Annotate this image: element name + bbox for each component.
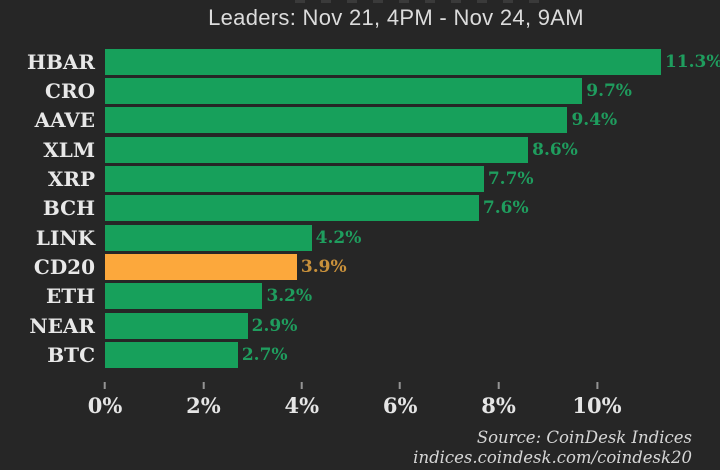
- bar: [105, 136, 529, 163]
- bar: [105, 283, 263, 310]
- bar: [105, 342, 238, 369]
- category-label: CRO: [45, 79, 95, 104]
- tick-mark: [300, 382, 303, 389]
- source-line: Source: CoinDesk Indices: [476, 428, 692, 447]
- tick-mark: [103, 382, 106, 389]
- bar-row: HBAR 11.3%: [0, 47, 720, 76]
- bar-track: 7.7%: [105, 166, 720, 193]
- value-label: 4.2%: [315, 227, 362, 248]
- clipped-text-remnant: [295, 0, 543, 3]
- bar-track: 8.6%: [105, 136, 720, 163]
- bar: [105, 78, 583, 105]
- value-label: 7.6%: [482, 198, 529, 219]
- bar-row: BTC 2.7%: [0, 340, 720, 369]
- bar: [105, 107, 568, 134]
- bar-row: CD20 3.9%: [0, 252, 720, 281]
- bar-track: 4.2%: [105, 224, 720, 251]
- tick-label: 6%: [382, 393, 418, 418]
- category-label: CD20: [33, 255, 95, 280]
- value-label: 3.2%: [266, 286, 313, 307]
- value-label: 2.9%: [251, 315, 298, 336]
- category-label: ETH: [45, 284, 95, 309]
- value-label: 8.6%: [532, 139, 578, 160]
- category-label: XRP: [47, 167, 95, 192]
- tick-label: 4%: [284, 393, 320, 418]
- x-tick: 10%: [572, 382, 622, 418]
- source-url: indices.coindesk.com/coindesk20: [413, 448, 692, 467]
- category-label: BCH: [42, 196, 95, 221]
- bar-row: XLM 8.6%: [0, 135, 720, 164]
- bar-track: 11.3%: [105, 48, 720, 75]
- category-label: NEAR: [29, 313, 95, 338]
- bar-rows: HBAR 11.3% CRO 9.7% AAVE 9.4% XLM 8.6% XRP 7.7% BC…: [0, 47, 720, 370]
- tick-label: 2%: [186, 393, 221, 418]
- bar-track: 9.7%: [105, 78, 720, 105]
- value-label: 9.7%: [586, 81, 632, 102]
- x-tick: 4%: [284, 382, 320, 418]
- category-label: XLM: [43, 137, 95, 162]
- bar-track: 2.9%: [105, 312, 720, 339]
- value-label: 7.7%: [487, 169, 534, 190]
- value-label: 9.4%: [571, 110, 618, 131]
- source-attribution: Source: CoinDesk Indices indices.coindes…: [413, 428, 692, 468]
- tick-label: 8%: [481, 393, 516, 418]
- value-label: 11.3%: [664, 51, 720, 72]
- bar-row: ETH 3.2%: [0, 282, 720, 311]
- x-axis: 0% 2% 4% 6% 8% 10%: [0, 382, 720, 442]
- bar-row: AAVE 9.4%: [0, 106, 720, 135]
- x-tick: 2%: [186, 382, 221, 416]
- tick-label: 0%: [87, 393, 123, 418]
- bar-highlight: [105, 254, 297, 281]
- tick-mark: [596, 382, 598, 389]
- bar: [105, 224, 312, 251]
- bar: [105, 48, 661, 75]
- bar: [105, 312, 248, 339]
- bar-row: NEAR 2.9%: [0, 311, 720, 340]
- category-label: HBAR: [27, 49, 95, 74]
- category-label: LINK: [35, 225, 95, 250]
- bar-track: 2.7%: [105, 342, 720, 369]
- bar-row: LINK 4.2%: [0, 223, 720, 252]
- x-tick: 6%: [382, 382, 418, 418]
- bar-track: 3.2%: [105, 283, 720, 310]
- value-label: 3.9%: [300, 257, 347, 278]
- x-tick: 8%: [481, 382, 516, 416]
- value-label: 2.7%: [241, 345, 288, 366]
- x-tick: 0%: [87, 382, 123, 418]
- tick-mark: [202, 382, 205, 389]
- bar-track: 9.4%: [105, 107, 720, 134]
- category-label: BTC: [47, 343, 95, 368]
- chart-title: Leaders: Nov 21, 4PM - Nov 24, 9AM: [208, 5, 584, 30]
- tick-mark: [399, 382, 402, 389]
- category-label: AAVE: [34, 108, 95, 133]
- bar-track: 3.9%: [105, 254, 720, 281]
- tick-mark: [497, 382, 500, 389]
- bar-row: XRP 7.7%: [0, 164, 720, 193]
- bar-track: 7.6%: [105, 195, 720, 222]
- bar: [105, 166, 484, 193]
- bar: [105, 195, 479, 222]
- bar-row: BCH 7.6%: [0, 194, 720, 223]
- bar-row: CRO 9.7%: [0, 76, 720, 105]
- tick-label: 10%: [572, 393, 622, 418]
